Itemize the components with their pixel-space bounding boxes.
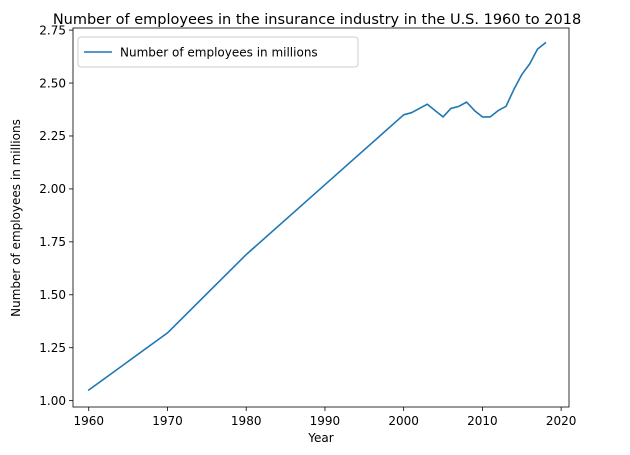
x-tick-label: 2000 [388, 414, 419, 428]
x-tick-label: 2020 [546, 414, 577, 428]
y-tick-label: 2.50 [39, 76, 66, 90]
x-tick-label: 2010 [467, 414, 498, 428]
y-tick-label: 1.00 [39, 394, 66, 408]
series-line [87, 41, 547, 392]
legend-box [77, 36, 359, 68]
y-tick-label: 1.50 [39, 288, 66, 302]
legend-label: Number of employees in millions [120, 46, 318, 60]
legend: Number of employees in millions [77, 36, 359, 68]
y-tick-label: 2.25 [39, 129, 66, 143]
y-tick-label: 2.75 [39, 23, 66, 37]
x-tick-label: 1960 [73, 414, 104, 428]
x-tick-label: 1990 [310, 414, 341, 428]
y-tick-label: 1.25 [39, 341, 66, 355]
chart-title: Number of employees in the insurance ind… [53, 12, 581, 28]
plot-frame [72, 27, 570, 408]
x-axis: 1960 1970 1980 1990 2000 2010 2020 [73, 407, 576, 428]
y-axis-label: Number of employees in millions [9, 119, 23, 317]
x-axis-label: Year [307, 431, 333, 445]
x-tick-label: 1980 [231, 414, 262, 428]
y-axis: 1.00 1.25 1.50 1.75 2.00 2.25 2.50 2.75 [39, 23, 73, 408]
y-tick-label: 1.75 [39, 235, 66, 249]
x-tick-label: 1970 [152, 414, 183, 428]
y-tick-label: 2.00 [39, 182, 66, 196]
series-layer [87, 41, 547, 392]
